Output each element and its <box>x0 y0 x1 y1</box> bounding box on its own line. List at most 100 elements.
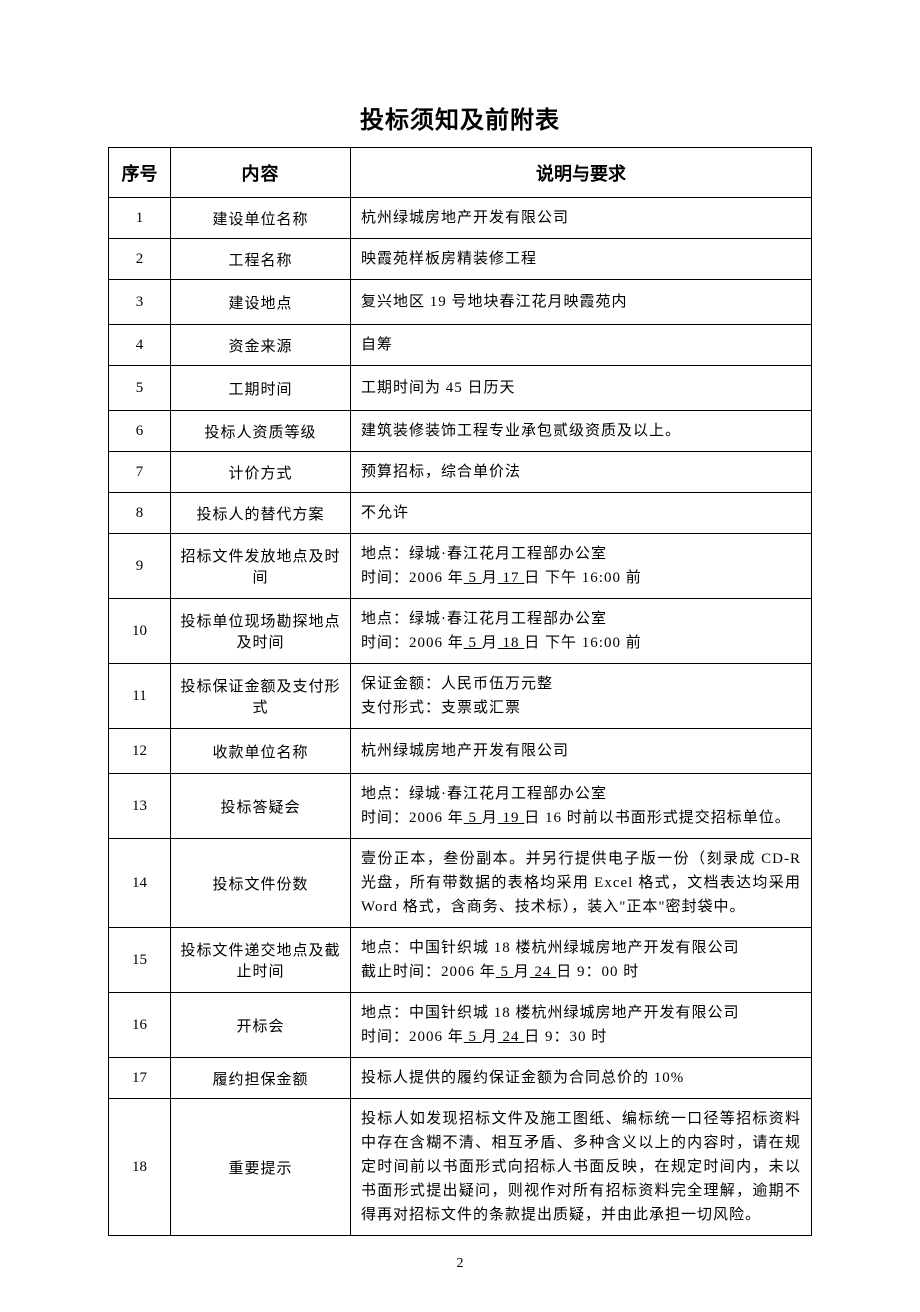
cell-content: 计价方式 <box>171 452 351 493</box>
cell-desc: 地点：绿城·春江花月工程部办公室 时间：2006 年 5 月 17 日 下午 1… <box>351 534 812 599</box>
table-row: 5 工期时间 工期时间为 45 日历天 <box>109 366 812 411</box>
cell-desc: 预算招标，综合单价法 <box>351 452 812 493</box>
cell-content: 投标答疑会 <box>171 774 351 839</box>
desc-text: 支付形式：支票或汇票 <box>361 700 521 716</box>
desc-text: 日 9：00 时 <box>556 964 639 980</box>
cell-desc: 投标人提供的履约保证金额为合同总价的 10% <box>351 1058 812 1099</box>
cell-desc: 工期时间为 45 日历天 <box>351 366 812 411</box>
cell-desc: 复兴地区 19 号地块春江花月映霞苑内 <box>351 280 812 325</box>
cell-num: 3 <box>109 280 171 325</box>
cell-num: 6 <box>109 411 171 452</box>
desc-underline: 5 <box>496 964 514 980</box>
desc-text: 月 <box>482 570 498 586</box>
cell-content: 工程名称 <box>171 239 351 280</box>
cell-content: 重要提示 <box>171 1099 351 1236</box>
cell-desc: 投标人如发现招标文件及施工图纸、编标统一口径等招标资料中存在含糊不清、相互矛盾、… <box>351 1099 812 1236</box>
desc-underline: 5 <box>464 635 482 651</box>
desc-text: 时间：2006 年 <box>361 570 464 586</box>
desc-text: 月 <box>514 964 530 980</box>
desc-underline: 17 <box>498 570 525 586</box>
cell-desc: 地点：绿城·春江花月工程部办公室 时间：2006 年 5 月 19 日 16 时… <box>351 774 812 839</box>
table-row: 9 招标文件发放地点及时间 地点：绿城·春江花月工程部办公室 时间：2006 年… <box>109 534 812 599</box>
cell-desc: 地点：绿城·春江花月工程部办公室 时间：2006 年 5 月 18 日 下午 1… <box>351 599 812 664</box>
cell-num: 11 <box>109 664 171 729</box>
cell-desc: 地点：中国针织城 18 楼杭州绿城房地产开发有限公司 截止时间：2006 年 5… <box>351 928 812 993</box>
cell-content: 开标会 <box>171 993 351 1058</box>
cell-num: 18 <box>109 1099 171 1236</box>
cell-num: 15 <box>109 928 171 993</box>
desc-text: 地点：绿城·春江花月工程部办公室 <box>361 611 607 627</box>
desc-text: 时间：2006 年 <box>361 810 464 826</box>
cell-num: 4 <box>109 325 171 366</box>
cell-content: 履约担保金额 <box>171 1058 351 1099</box>
cell-desc: 建筑装修装饰工程专业承包贰级资质及以上。 <box>351 411 812 452</box>
cell-content: 投标单位现场勘探地点及时间 <box>171 599 351 664</box>
cell-content: 建设地点 <box>171 280 351 325</box>
page-title: 投标须知及前附表 <box>108 100 812 135</box>
cell-content: 建设单位名称 <box>171 198 351 239</box>
desc-text: 日 9：30 时 <box>524 1029 607 1045</box>
table-row: 6 投标人资质等级 建筑装修装饰工程专业承包贰级资质及以上。 <box>109 411 812 452</box>
cell-content: 收款单位名称 <box>171 729 351 774</box>
cell-desc: 地点：中国针织城 18 楼杭州绿城房地产开发有限公司 时间：2006 年 5 月… <box>351 993 812 1058</box>
cell-desc: 壹份正本，叁份副本。并另行提供电子版一份（刻录成 CD-R 光盘，所有带数据的表… <box>351 839 812 928</box>
cell-content: 投标文件份数 <box>171 839 351 928</box>
table-row: 11 投标保证金额及支付形式 保证金额：人民币伍万元整 支付形式：支票或汇票 <box>109 664 812 729</box>
table-row: 2 工程名称 映霞苑样板房精装修工程 <box>109 239 812 280</box>
cell-num: 13 <box>109 774 171 839</box>
cell-num: 9 <box>109 534 171 599</box>
desc-text: 地点：绿城·春江花月工程部办公室 <box>361 546 607 562</box>
desc-text: 月 <box>482 810 498 826</box>
cell-content: 投标人的替代方案 <box>171 493 351 534</box>
desc-underline: 5 <box>464 1029 482 1045</box>
cell-desc: 保证金额：人民币伍万元整 支付形式：支票或汇票 <box>351 664 812 729</box>
table-row: 16 开标会 地点：中国针织城 18 楼杭州绿城房地产开发有限公司 时间：200… <box>109 993 812 1058</box>
cell-content: 投标保证金额及支付形式 <box>171 664 351 729</box>
desc-text: 地点：绿城·春江花月工程部办公室 <box>361 786 607 802</box>
desc-text: 月 <box>482 1029 498 1045</box>
desc-text: 地点：中国针织城 18 楼杭州绿城房地产开发有限公司 <box>361 940 740 956</box>
cell-num: 12 <box>109 729 171 774</box>
table-row: 13 投标答疑会 地点：绿城·春江花月工程部办公室 时间：2006 年 5 月 … <box>109 774 812 839</box>
desc-underline: 5 <box>464 810 482 826</box>
cell-num: 17 <box>109 1058 171 1099</box>
table-row: 3 建设地点 复兴地区 19 号地块春江花月映霞苑内 <box>109 280 812 325</box>
table-row: 12 收款单位名称 杭州绿城房地产开发有限公司 <box>109 729 812 774</box>
page-number: 2 <box>108 1256 812 1272</box>
cell-num: 5 <box>109 366 171 411</box>
desc-underline: 18 <box>498 635 525 651</box>
desc-text: 日 下午 16:00 前 <box>524 570 641 586</box>
desc-underline: 5 <box>464 570 482 586</box>
desc-text: 日 下午 16:00 前 <box>524 635 641 651</box>
desc-text: 月 <box>482 635 498 651</box>
cell-content: 投标文件递交地点及截止时间 <box>171 928 351 993</box>
cell-desc: 自筹 <box>351 325 812 366</box>
header-num: 序号 <box>109 148 171 198</box>
desc-text: 保证金额：人民币伍万元整 <box>361 676 553 692</box>
cell-desc: 映霞苑样板房精装修工程 <box>351 239 812 280</box>
table-row: 14 投标文件份数 壹份正本，叁份副本。并另行提供电子版一份（刻录成 CD-R … <box>109 839 812 928</box>
table-row: 18 重要提示 投标人如发现招标文件及施工图纸、编标统一口径等招标资料中存在含糊… <box>109 1099 812 1236</box>
desc-text: 截止时间：2006 年 <box>361 964 496 980</box>
cell-desc: 杭州绿城房地产开发有限公司 <box>351 198 812 239</box>
bidding-table: 序号 内容 说明与要求 1 建设单位名称 杭州绿城房地产开发有限公司 2 工程名… <box>108 147 812 1236</box>
cell-content: 招标文件发放地点及时间 <box>171 534 351 599</box>
cell-desc: 杭州绿城房地产开发有限公司 <box>351 729 812 774</box>
desc-text: 时间：2006 年 <box>361 635 464 651</box>
table-row: 10 投标单位现场勘探地点及时间 地点：绿城·春江花月工程部办公室 时间：200… <box>109 599 812 664</box>
cell-content: 资金来源 <box>171 325 351 366</box>
desc-text: 地点：中国针织城 18 楼杭州绿城房地产开发有限公司 <box>361 1005 740 1021</box>
table-row: 4 资金来源 自筹 <box>109 325 812 366</box>
header-content: 内容 <box>171 148 351 198</box>
cell-num: 7 <box>109 452 171 493</box>
desc-underline: 19 <box>498 810 525 826</box>
desc-text: 时间：2006 年 <box>361 1029 464 1045</box>
table-row: 17 履约担保金额 投标人提供的履约保证金额为合同总价的 10% <box>109 1058 812 1099</box>
cell-num: 14 <box>109 839 171 928</box>
desc-text: 日 16 时前以书面形式提交招标单位。 <box>524 810 791 826</box>
cell-num: 1 <box>109 198 171 239</box>
cell-num: 10 <box>109 599 171 664</box>
table-row: 8 投标人的替代方案 不允许 <box>109 493 812 534</box>
cell-num: 16 <box>109 993 171 1058</box>
header-desc: 说明与要求 <box>351 148 812 198</box>
